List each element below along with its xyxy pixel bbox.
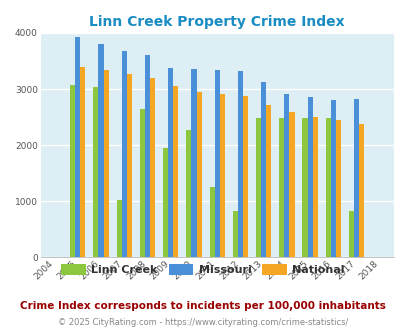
Text: © 2025 CityRating.com - https://www.cityrating.com/crime-statistics/: © 2025 CityRating.com - https://www.city… — [58, 318, 347, 327]
Bar — [330, 100, 335, 257]
Bar — [126, 74, 132, 257]
Bar — [289, 112, 294, 257]
Bar — [139, 109, 145, 257]
Bar — [70, 84, 75, 257]
Bar — [284, 94, 289, 257]
Bar — [75, 38, 80, 257]
Title: Linn Creek Property Crime Index: Linn Creek Property Crime Index — [89, 15, 344, 29]
Bar — [232, 212, 237, 257]
Bar — [260, 82, 266, 257]
Bar — [219, 94, 224, 257]
Bar — [186, 130, 191, 257]
Bar — [196, 92, 201, 257]
Bar — [237, 71, 243, 257]
Bar — [168, 68, 173, 257]
Text: Crime Index corresponds to incidents per 100,000 inhabitants: Crime Index corresponds to incidents per… — [20, 301, 385, 311]
Bar — [353, 99, 358, 257]
Bar — [103, 70, 109, 257]
Bar — [325, 118, 330, 257]
Bar — [98, 44, 103, 257]
Bar — [150, 78, 155, 257]
Bar — [209, 187, 214, 257]
Bar — [266, 105, 271, 257]
Bar — [214, 70, 219, 257]
Bar — [358, 124, 363, 257]
Bar — [312, 117, 317, 257]
Bar — [116, 200, 121, 257]
Bar — [335, 120, 340, 257]
Bar — [307, 97, 312, 257]
Bar — [122, 51, 126, 257]
Bar — [256, 118, 260, 257]
Bar — [279, 118, 284, 257]
Bar — [93, 87, 98, 257]
Bar — [145, 55, 150, 257]
Bar — [163, 148, 168, 257]
Bar — [80, 67, 85, 257]
Bar — [243, 96, 247, 257]
Legend: Linn Creek, Missouri, National: Linn Creek, Missouri, National — [56, 260, 349, 280]
Bar — [348, 212, 353, 257]
Bar — [191, 70, 196, 257]
Bar — [173, 86, 178, 257]
Bar — [302, 118, 307, 257]
